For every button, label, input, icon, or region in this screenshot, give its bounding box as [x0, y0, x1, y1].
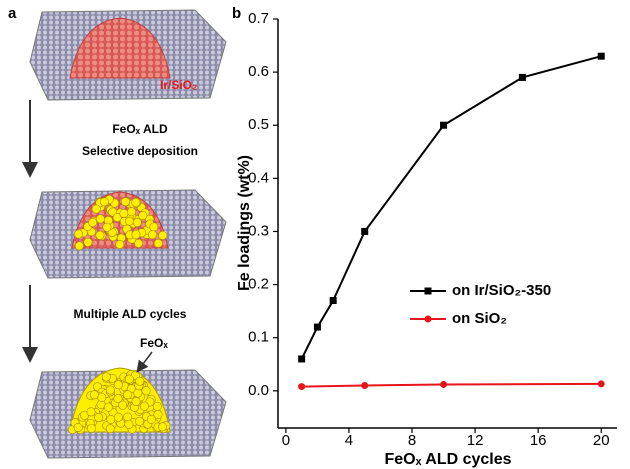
data-point — [519, 74, 526, 81]
y-tick-label: 0.4 — [248, 169, 269, 186]
feox-cluster — [158, 231, 166, 239]
data-point — [440, 122, 447, 129]
feox-cluster — [132, 198, 140, 206]
feox-cluster — [123, 391, 131, 399]
feox-cluster — [116, 240, 124, 248]
illustration: a Ir/SiO₂ FeOₓ ALD Selective deposition … — [8, 5, 226, 458]
feox-cluster — [150, 223, 158, 231]
data-point — [298, 383, 305, 390]
feox-cluster — [125, 420, 133, 428]
feox-cluster — [96, 231, 104, 239]
data-point — [361, 382, 368, 389]
y-tick-label: 0.7 — [248, 10, 269, 27]
support-label: Ir/SiO₂ — [160, 78, 197, 92]
feox-cluster — [114, 413, 122, 421]
data-point — [314, 324, 321, 331]
step-label: Multiple ALD cycles — [74, 307, 187, 321]
feox-cluster — [114, 381, 122, 389]
feox-cluster — [125, 375, 133, 383]
feox-cluster — [106, 425, 114, 433]
feox-cluster — [74, 230, 82, 238]
legend-marker — [425, 288, 432, 295]
x-tick-label: 12 — [467, 432, 484, 449]
feox-cluster — [100, 198, 108, 206]
feox-cluster — [154, 239, 162, 247]
feox-cluster — [139, 211, 147, 219]
x-tick-label: 16 — [530, 432, 547, 449]
feox-cluster — [75, 242, 83, 250]
x-tick-label: 0 — [282, 432, 290, 449]
feox-cluster — [87, 424, 95, 432]
feox-cluster — [102, 373, 110, 381]
feox-cluster — [84, 238, 92, 246]
feox-cluster — [125, 217, 133, 225]
feox-cluster — [127, 208, 135, 216]
feox-cluster — [135, 417, 143, 425]
arrow — [140, 352, 152, 368]
feox-cluster — [121, 198, 129, 206]
feox-cluster — [140, 402, 148, 410]
panel-label: a — [8, 5, 17, 22]
feox-cluster — [88, 218, 96, 226]
series-line — [302, 384, 602, 387]
callout-label: FeOₓ — [140, 336, 168, 350]
feox-cluster — [158, 423, 166, 431]
data-point — [440, 381, 447, 388]
step-label: Selective deposition — [82, 144, 198, 158]
figure: a Ir/SiO₂ FeOₓ ALD Selective deposition … — [0, 0, 630, 469]
feox-cluster — [136, 377, 144, 385]
feox-cluster — [106, 386, 114, 394]
y-tick-label: 0.5 — [248, 116, 269, 133]
feox-cluster — [94, 413, 102, 421]
data-point — [298, 355, 305, 362]
feox-cluster — [120, 209, 128, 217]
feox-cluster — [103, 223, 111, 231]
feox-cluster — [153, 402, 161, 410]
feox-cluster — [114, 394, 122, 402]
x-tick-label: 20 — [593, 432, 610, 449]
data-point — [598, 53, 605, 60]
feox-cluster — [132, 230, 140, 238]
legend-label: on Ir/SiO₂-350 — [452, 282, 551, 299]
x-tick-label: 8 — [408, 432, 416, 449]
feox-cluster — [133, 218, 141, 226]
feox-cluster — [148, 231, 156, 239]
data-point — [330, 297, 337, 304]
step-label: FeOₓ ALD — [112, 122, 168, 136]
data-point — [598, 380, 605, 387]
x-axis-label: FeOₓ ALD cycles — [384, 451, 511, 468]
feox-cluster — [132, 397, 140, 405]
feox-cluster — [134, 389, 142, 397]
feox-cluster — [90, 391, 98, 399]
feox-cluster — [74, 423, 82, 431]
y-tick-label: 0.3 — [248, 222, 269, 239]
data-point — [361, 228, 368, 235]
feox-cluster — [96, 215, 104, 223]
legend-label: on SiO₂ — [452, 310, 507, 327]
y-tick-label: 0.0 — [248, 382, 269, 399]
feox-cluster — [154, 410, 162, 418]
x-tick-label: 4 — [345, 432, 353, 449]
feox-cluster — [98, 393, 106, 401]
feox-cluster — [123, 413, 131, 421]
feox-cluster — [87, 408, 95, 416]
feox-cluster — [92, 205, 100, 213]
y-tick-label: 0.6 — [248, 63, 269, 80]
panel-label: b — [232, 5, 241, 22]
feox-cluster — [107, 415, 115, 423]
y-tick-label: 0.2 — [248, 276, 269, 293]
legend-marker — [425, 316, 432, 323]
y-tick-label: 0.1 — [248, 329, 269, 346]
